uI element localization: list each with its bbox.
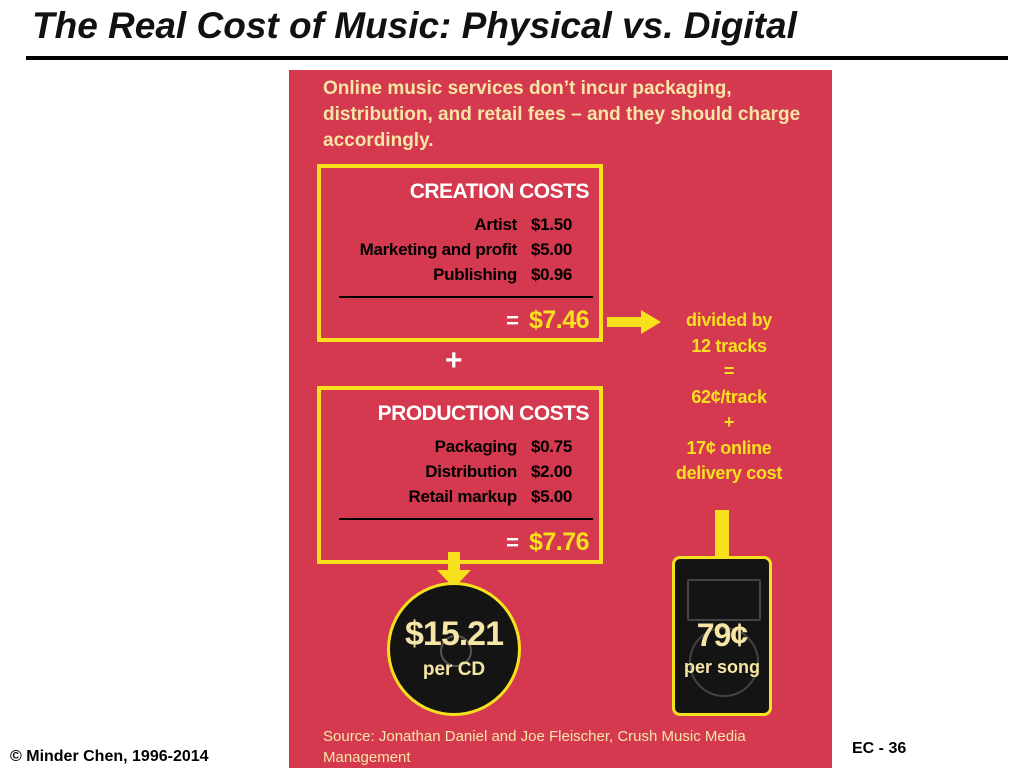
cd-hole-icon xyxy=(440,635,472,667)
title-divider xyxy=(26,56,1008,60)
source-citation: Source: Jonathan Daniel and Joe Fleische… xyxy=(323,728,746,766)
production-costs-box: PRODUCTION COSTS Packaging $0.75 Distrib… xyxy=(317,386,603,564)
equals-sign: = xyxy=(506,307,519,333)
cost-amount: $0.75 xyxy=(531,437,573,456)
calc-line: 62¢/track xyxy=(691,386,767,407)
plus-sign: + xyxy=(445,344,463,377)
production-total-value: $7.76 xyxy=(528,528,590,556)
cd-price-unit: per CD xyxy=(422,659,486,680)
production-costs-rows: Packaging $0.75 Distribution $2.00 Retai… xyxy=(408,434,589,509)
music-player-icon: 79¢ per song xyxy=(672,556,772,716)
cost-row-artist: Artist $1.50 xyxy=(360,212,589,237)
cost-row-packaging: Packaging $0.75 xyxy=(408,434,589,459)
player-screen-icon xyxy=(687,579,761,621)
creation-costs-title: CREATION COSTS xyxy=(409,180,590,203)
song-price-unit: per song xyxy=(683,657,760,677)
cost-amount: $2.00 xyxy=(531,462,573,481)
cost-amount: $0.96 xyxy=(531,265,573,284)
arrow-right-icon xyxy=(607,310,661,334)
cost-label: Artist xyxy=(474,215,517,234)
calc-line: = xyxy=(723,361,735,381)
calc-line: delivery cost xyxy=(675,463,783,483)
creation-costs-rows: Artist $1.50 Marketing and profit $5.00 … xyxy=(360,212,589,287)
slide-title: The Real Cost of Music: Physical vs. Dig… xyxy=(32,5,797,46)
creation-costs-box: CREATION COSTS Artist $1.50 Marketing an… xyxy=(317,164,603,342)
intro-text: Online music services don’t incur packag… xyxy=(323,78,801,151)
calc-line: 12 tracks xyxy=(691,335,767,356)
cost-label: Retail markup xyxy=(408,487,517,506)
cd-price-disc: $15.21 per CD xyxy=(387,582,521,716)
calc-line: 17¢ online xyxy=(686,437,772,458)
cost-row-distribution: Distribution $2.00 xyxy=(408,459,589,484)
sum-divider xyxy=(339,518,593,520)
page-number: EC - 36 xyxy=(852,740,907,757)
cost-row-publishing: Publishing $0.96 xyxy=(360,262,589,287)
creation-total: = $7.46 xyxy=(506,306,589,335)
cost-label: Marketing and profit xyxy=(359,240,518,259)
cost-row-retail: Retail markup $5.00 xyxy=(408,484,589,509)
cost-row-marketing: Marketing and profit $5.00 xyxy=(360,237,589,262)
equals-sign: = xyxy=(506,529,519,555)
infographic-panel: Online music services don’t incur packag… xyxy=(289,70,832,768)
cost-label: Publishing xyxy=(433,265,517,284)
per-track-calculation: divided by 12 tracks = 62¢/track + 17¢ o… xyxy=(639,308,819,487)
production-costs-title: PRODUCTION COSTS xyxy=(377,402,590,425)
calc-line: + xyxy=(723,412,735,432)
creation-total-value: $7.46 xyxy=(528,306,590,334)
cost-label: Distribution xyxy=(425,462,517,481)
player-click-wheel-icon xyxy=(689,627,759,697)
cd-price: $15.21 xyxy=(405,615,504,653)
cost-amount: $5.00 xyxy=(531,240,573,259)
sum-divider xyxy=(339,296,593,298)
cost-amount: $5.00 xyxy=(531,487,573,506)
calc-line: divided by xyxy=(685,310,773,330)
cost-label: Packaging xyxy=(434,437,518,456)
production-total: = $7.76 xyxy=(506,528,589,557)
cost-amount: $1.50 xyxy=(531,215,573,234)
arrow-down-icon xyxy=(437,552,471,588)
copyright-notice: © Minder Chen, 1996-2014 xyxy=(10,748,209,765)
song-price: 79¢ xyxy=(696,617,748,653)
